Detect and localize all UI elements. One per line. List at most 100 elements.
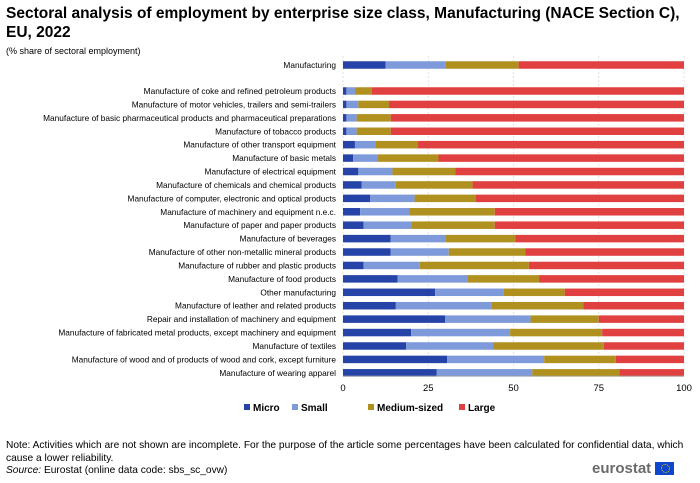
bar-14-3 [528, 261, 684, 270]
category-label-6: Manufacture of basic metals [232, 153, 336, 163]
legend-label-3: Large [468, 403, 496, 414]
category-label-18: Repair and installation of machinery and… [147, 314, 337, 324]
bar-21-0 [343, 355, 448, 364]
bar-0-0 [343, 61, 386, 69]
bar-3-3 [390, 114, 684, 122]
eu-flag-icon [655, 462, 675, 475]
category-label-2: Manufacture of motor vehicles, trailers … [132, 99, 336, 109]
bar-13-0 [343, 248, 391, 256]
bar-12-1 [390, 234, 446, 243]
x-tick-label-2: 50 [508, 383, 519, 394]
bar-9-3 [475, 194, 684, 203]
chart-title: Sectoral analysis of employment by enter… [6, 5, 680, 41]
bar-21-2 [544, 355, 616, 364]
bar-16-3 [564, 288, 684, 297]
category-label-16: Other manufacturing [260, 287, 336, 297]
legend-label-0: Micro [253, 403, 280, 414]
category-label-12: Manufacture of beverages [240, 234, 336, 244]
bar-2-0 [343, 100, 347, 109]
chart-subtitle: (% share of sectoral employment) [6, 46, 141, 56]
bar-22-1 [436, 369, 533, 377]
bar-4-1 [346, 127, 357, 136]
category-label-5: Manufacture of other transport equipment [183, 140, 336, 150]
category-label-0: Manufacturing [283, 60, 336, 70]
category-label-1: Manufacture of coke and refined petroleu… [144, 86, 336, 96]
bar-3-1 [346, 114, 357, 122]
bar-18-2 [530, 315, 599, 323]
bar-14-2 [419, 261, 529, 270]
bar-7-3 [455, 167, 684, 176]
bar-1-2 [354, 87, 372, 95]
bar-5-1 [354, 140, 376, 149]
bar-6-2 [377, 154, 439, 162]
bar-17-0 [343, 301, 396, 310]
bar-2-1 [346, 100, 359, 109]
x-tick-label-0: 0 [340, 383, 345, 394]
category-label-17: Manufacture of leather and related produ… [175, 301, 336, 311]
bar-1-3 [371, 87, 684, 95]
bar-5-0 [343, 140, 355, 149]
bar-10-1 [360, 208, 410, 216]
legend-swatch-3 [459, 404, 465, 410]
bar-8-0 [343, 181, 362, 189]
legend-swatch-2 [368, 404, 374, 410]
bar-20-0 [343, 342, 407, 350]
category-label-8: Manufacture of chemicals and chemical pr… [156, 180, 336, 190]
bar-15-2 [467, 275, 540, 283]
bar-7-1 [358, 167, 393, 176]
bar-8-2 [395, 181, 473, 189]
bar-15-3 [539, 275, 684, 283]
bar-13-1 [390, 248, 449, 256]
bar-6-3 [438, 154, 684, 162]
bar-6-0 [343, 154, 354, 162]
bar-22-2 [532, 369, 620, 377]
bar-19-2 [510, 328, 603, 337]
bar-9-2 [414, 194, 476, 203]
bar-0-3 [518, 61, 684, 69]
category-label-10: Manufacture of machinery and equipment n… [160, 207, 336, 217]
bar-15-1 [397, 275, 468, 283]
bar-4-0 [343, 127, 347, 136]
bar-9-1 [370, 194, 415, 203]
x-tick-label-1: 25 [423, 383, 434, 394]
legend-swatch-1 [292, 404, 298, 410]
bar-0-2 [445, 61, 519, 69]
bar-10-0 [343, 208, 361, 216]
bar-19-1 [411, 328, 511, 337]
bar-11-0 [343, 221, 364, 229]
bar-7-2 [392, 167, 456, 176]
bar-17-3 [583, 301, 684, 310]
bar-19-3 [602, 328, 684, 337]
bar-22-0 [343, 369, 437, 377]
bar-8-1 [361, 181, 396, 189]
bar-18-0 [343, 315, 446, 323]
bar-2-3 [389, 100, 684, 109]
legend-swatch-0 [244, 404, 250, 410]
bar-15-0 [343, 275, 398, 283]
bar-16-2 [503, 288, 565, 297]
bar-20-3 [603, 342, 684, 350]
category-label-13: Manufacture of other non-metallic minera… [149, 247, 336, 257]
category-label-9: Manufacture of computer, electronic and … [128, 193, 336, 203]
bar-17-2 [491, 301, 584, 310]
bar-20-1 [406, 342, 494, 350]
bar-12-0 [343, 234, 391, 243]
bar-21-3 [615, 355, 684, 364]
bar-22-3 [619, 369, 684, 377]
bar-1-0 [343, 87, 347, 95]
bar-6-1 [353, 154, 378, 162]
eurostat-logo: eurostat [592, 460, 675, 477]
logo-text: eurostat [592, 460, 652, 477]
bar-4-3 [390, 127, 684, 136]
footnote: Note: Activities which are not shown are… [6, 440, 684, 464]
category-label-22: Manufacture of wearing apparel [219, 368, 336, 378]
bar-13-2 [448, 248, 526, 256]
stacked-bar-chart: Manufacturing Manufacture of coke and ref… [43, 56, 692, 414]
bar-0-1 [385, 61, 446, 69]
category-label-20: Manufacture of textiles [253, 341, 336, 351]
category-label-21: Manufacture of wood and of products of w… [72, 354, 337, 364]
category-label-15: Manufacture of food products [228, 274, 336, 284]
category-label-7: Manufacture of electrical equipment [205, 167, 337, 177]
bar-11-3 [494, 221, 684, 229]
bar-10-2 [409, 208, 495, 216]
